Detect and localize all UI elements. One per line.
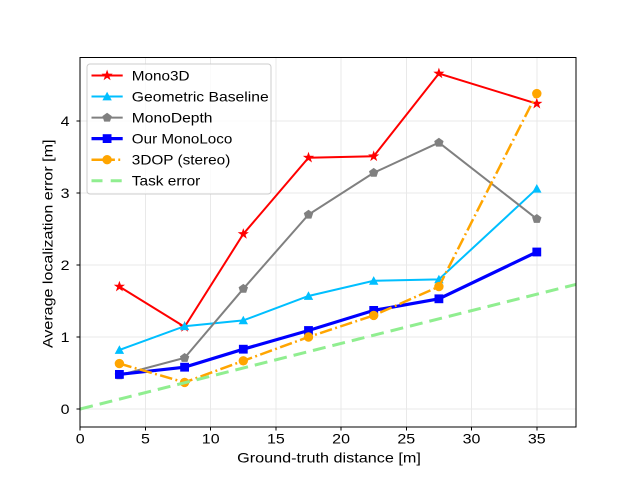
svg-text:25: 25	[397, 431, 415, 447]
svg-text:0: 0	[76, 431, 85, 447]
svg-text:3: 3	[61, 185, 70, 201]
svg-text:10: 10	[202, 431, 220, 447]
svg-text:5: 5	[141, 431, 150, 447]
svg-text:Task error: Task error	[132, 173, 201, 189]
svg-text:30: 30	[463, 431, 481, 447]
svg-text:4: 4	[61, 113, 70, 129]
svg-text:Our MonoLoco: Our MonoLoco	[132, 131, 233, 147]
svg-text:15: 15	[267, 431, 285, 447]
svg-text:Average localization error [m]: Average localization error [m]	[40, 140, 56, 348]
svg-text:Mono3D: Mono3D	[132, 67, 190, 83]
svg-text:MonoDepth: MonoDepth	[132, 110, 213, 126]
svg-text:2: 2	[61, 257, 70, 273]
svg-text:Ground-truth distance [m]: Ground-truth distance [m]	[237, 450, 421, 466]
svg-text:3DOP (stereo): 3DOP (stereo)	[132, 152, 230, 168]
svg-text:1: 1	[61, 329, 70, 345]
svg-text:0: 0	[61, 401, 70, 417]
svg-text:Geometric Baseline: Geometric Baseline	[132, 89, 269, 105]
svg-text:20: 20	[332, 431, 350, 447]
svg-text:35: 35	[528, 431, 546, 447]
